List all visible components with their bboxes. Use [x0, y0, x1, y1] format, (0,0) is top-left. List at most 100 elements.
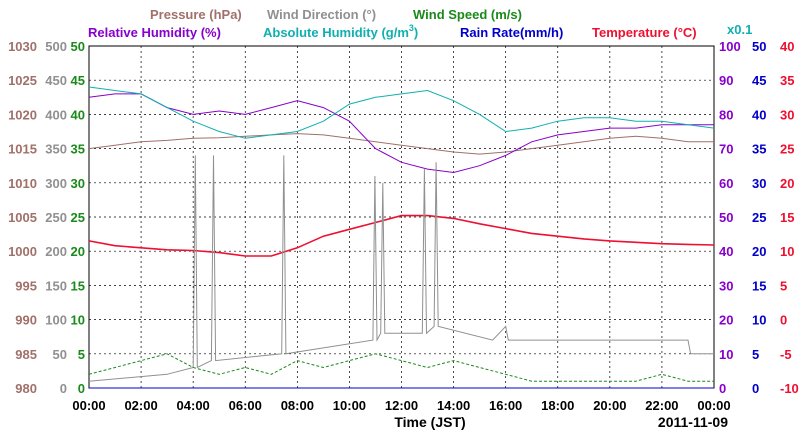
series-wind-speed	[88, 353, 714, 382]
temperature-tick-10: 40	[780, 39, 794, 54]
temperature-tick-4: 10	[780, 244, 794, 259]
x-axis-label: Time (JST)	[394, 414, 465, 430]
rel-humidity-tick-1: 10	[719, 347, 733, 362]
wind-speed-tick-3: 15	[71, 278, 85, 293]
rel-humidity-tick-0: 0	[719, 381, 726, 396]
x-tick-3: 06:00	[229, 398, 262, 413]
legend-absolute-humidity-label: Absolute Humidity (g/m	[263, 25, 409, 40]
legend-temperature: Temperature (°C)	[592, 25, 697, 40]
wind-speed-tick-5: 25	[71, 210, 85, 225]
time-axis: 00:00 02:00 04:00 06:00 08:00 10:00 12:00 14:00…	[72, 398, 730, 413]
pressure-tick-6: 1010	[8, 176, 37, 191]
legend-wind-direction: Wind Direction (°)	[267, 7, 376, 22]
absolute-humidity-scale-label: x0.1	[727, 22, 752, 37]
wind-speed-tick-7: 35	[71, 142, 85, 157]
wind-speed-tick-8: 40	[71, 107, 85, 122]
wind-dir-tick-7: 350	[45, 142, 67, 157]
x-tick-5: 10:00	[333, 398, 366, 413]
series-absolute-humidity	[88, 86, 715, 139]
wind-dir-tick-3: 150	[45, 278, 67, 293]
x-tick-11: 22:00	[645, 398, 678, 413]
pressure-tick-9: 1025	[8, 73, 37, 88]
wind-dir-tick-6: 300	[45, 176, 67, 191]
x-tick-4: 08:00	[281, 398, 314, 413]
rel-humidity-tick-4: 40	[719, 244, 733, 259]
rel-humidity-tick-9: 90	[719, 73, 733, 88]
series-pressure	[88, 133, 714, 155]
temperature-tick-0: -10	[780, 381, 799, 396]
temperature-tick-7: 25	[780, 142, 794, 157]
rel-humidity-tick-2: 20	[719, 313, 733, 328]
legend-absolute-humidity-sup: 3	[409, 23, 414, 33]
wind-speed-tick-9: 45	[71, 73, 85, 88]
wind-dir-tick-10: 500	[45, 39, 67, 54]
x-tick-8: 16:00	[489, 398, 522, 413]
x-tick-9: 18:00	[541, 398, 574, 413]
x-tick-0: 00:00	[72, 398, 105, 413]
rain-rate-tick-3: 15	[752, 278, 766, 293]
wind-dir-tick-4: 200	[45, 244, 67, 259]
wind-dir-tick-1: 50	[53, 347, 67, 362]
wind-dir-tick-0: 0	[60, 381, 67, 396]
rain-rate-tick-10: 50	[752, 39, 766, 54]
pressure-tick-5: 1005	[8, 210, 37, 225]
wind-speed-tick-10: 50	[71, 39, 85, 54]
pressure-tick-8: 1020	[8, 107, 37, 122]
temperature-tick-1: -5	[780, 347, 792, 362]
rain-rate-axis: 0 5 10 15 20 25 30 35 40 45 50	[752, 39, 766, 396]
temperature-tick-5: 15	[780, 210, 794, 225]
pressure-tick-2: 990	[15, 313, 37, 328]
series-wind-direction	[88, 155, 714, 382]
x-tick-6: 12:00	[385, 398, 418, 413]
wind-speed-tick-2: 10	[71, 313, 85, 328]
legend-relative-humidity: Relative Humidity (%)	[88, 25, 221, 40]
wind-speed-tick-1: 5	[78, 347, 85, 362]
rain-rate-tick-7: 35	[752, 142, 766, 157]
legend-absolute-humidity: Absolute Humidity (g/m3)	[263, 23, 418, 40]
legend-absolute-humidity-close: )	[414, 25, 418, 40]
wind-speed-tick-4: 20	[71, 244, 85, 259]
pressure-tick-1: 985	[15, 347, 37, 362]
rel-humidity-tick-6: 60	[719, 176, 733, 191]
temperature-tick-6: 20	[780, 176, 794, 191]
date-label: 2011-11-09	[658, 414, 728, 430]
wind-speed-tick-0: 0	[78, 381, 85, 396]
rain-rate-tick-0: 0	[752, 381, 759, 396]
temperature-tick-3: 5	[780, 278, 787, 293]
pressure-tick-10: 1030	[8, 39, 37, 54]
grid	[89, 46, 714, 388]
rain-rate-tick-2: 10	[752, 313, 766, 328]
temperature-tick-2: 0	[780, 313, 787, 328]
pressure-tick-0: 980	[15, 381, 37, 396]
rain-rate-tick-6: 30	[752, 176, 766, 191]
wind-dir-tick-9: 450	[45, 73, 67, 88]
wind-dir-tick-2: 100	[45, 313, 67, 328]
rel-humidity-tick-8: 80	[719, 107, 733, 122]
rel-humidity-tick-7: 70	[719, 142, 733, 157]
temperature-tick-9: 35	[780, 73, 794, 88]
x-tick-7: 14:00	[437, 398, 470, 413]
rain-rate-tick-8: 40	[752, 107, 766, 122]
rel-humidity-tick-10: 100	[719, 39, 741, 54]
relative-humidity-axis: 0 10 20 30 40 50 60 70 80 90 100	[719, 39, 741, 396]
pressure-tick-4: 1000	[8, 244, 37, 259]
legend-pressure: Pressure (hPa)	[150, 7, 242, 22]
pressure-axis: 980 985 990 995 1000 1005 1010 1015 1020 1025 1030	[8, 39, 37, 396]
rain-rate-tick-5: 25	[752, 210, 766, 225]
temperature-tick-8: 30	[780, 107, 794, 122]
wind-speed-axis: 0 5 10 15 20 25 30 35 40 45 50	[71, 39, 85, 396]
wind-speed-tick-6: 30	[71, 176, 85, 191]
series-relative-humidity	[88, 93, 714, 174]
legend-rain-rate: Rain Rate(mm/h)	[460, 25, 563, 40]
x-tick-1: 02:00	[124, 398, 157, 413]
x-tick-10: 20:00	[593, 398, 626, 413]
legend-wind-speed: Wind Speed (m/s)	[413, 7, 522, 22]
pressure-tick-3: 995	[15, 278, 37, 293]
x-tick-2: 04:00	[177, 398, 210, 413]
legend-row1: Pressure (hPa) Wind Direction (°) Wind S…	[150, 7, 522, 22]
series-layer	[88, 86, 715, 389]
legend-row2: Relative Humidity (%) Absolute Humidity …	[88, 22, 752, 40]
rel-humidity-tick-5: 50	[719, 210, 733, 225]
rain-rate-tick-1: 5	[752, 347, 759, 362]
